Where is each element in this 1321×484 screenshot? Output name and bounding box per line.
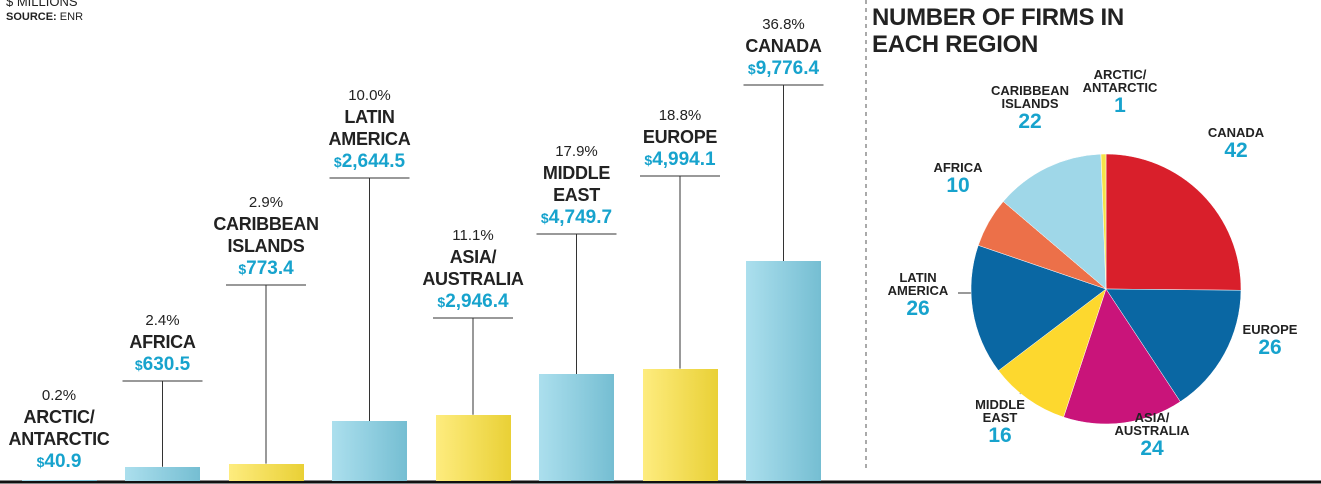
category-label: ARCTIC/ ANTARCTIC [8, 407, 110, 449]
value-label: 16 [988, 424, 1012, 447]
pie-label: CARIBBEAN ISLANDS 22 [970, 84, 1090, 134]
pie-label: EUROPE 26 [1210, 323, 1321, 360]
category-label: LATIN AMERICA [887, 270, 949, 298]
bar [539, 374, 614, 481]
bar-label: 2.9% CARIBBEAN ISLANDS $773.4 [191, 193, 341, 281]
pie-label: ARCTIC/ ANTARCTIC 1 [1060, 68, 1180, 118]
category-label: EUROPE [1242, 322, 1298, 337]
value-label: 26 [906, 297, 930, 320]
bar-label: 36.8% CANADA $9,776.4 [709, 15, 859, 81]
bar [228, 463, 304, 481]
bar-label: 11.1% ASIA/ AUSTRALIA $2,946.4 [398, 226, 548, 314]
bar [435, 414, 511, 481]
value-label: 42 [1224, 139, 1248, 162]
share-label: 17.9% [555, 143, 598, 160]
category-label: CARIBBEAN ISLANDS [213, 214, 319, 256]
category-label: MIDDLE EAST [542, 163, 611, 205]
category-label: LATIN AMERICA [328, 107, 411, 149]
category-label: CANADA [745, 36, 822, 56]
share-label: 0.2% [41, 387, 77, 404]
share-label: 10.0% [348, 87, 391, 104]
pie-label: AFRICA 10 [898, 161, 1018, 198]
bar-label: 18.8% EUROPE $4,994.1 [605, 106, 755, 172]
value-label: 26 [1258, 336, 1282, 359]
pie-title: NUMBER OF FIRMS IN EACH REGION [872, 4, 1124, 58]
pie-slice [1105, 153, 1242, 291]
bar-label: 10.0% LATIN AMERICA $2,644.5 [295, 86, 445, 174]
pie-slice [998, 288, 1107, 418]
share-label: 36.8% [762, 16, 805, 33]
value-label: $2,946.4 [437, 291, 509, 312]
pie-label: ASIA/ AUSTRALIA 24 [1092, 411, 1212, 461]
share-label: 2.4% [145, 312, 180, 329]
value-label: $40.9 [36, 451, 82, 472]
share-label: 11.1% [452, 227, 494, 244]
category-label: ASIA/ AUSTRALIA [1114, 410, 1190, 438]
value-label: $630.5 [134, 354, 191, 375]
share-label: 2.9% [248, 194, 284, 211]
value-label: $9,776.4 [747, 58, 820, 79]
unit-label: $ MILLIONS [6, 0, 78, 9]
pie-slice [1063, 288, 1181, 425]
category-label: ARCTIC/ ANTARCTIC [1082, 67, 1158, 95]
category-label: CARIBBEAN ISLANDS [991, 83, 1069, 111]
value-label: $2,644.5 [333, 151, 406, 172]
category-label: MIDDLE EAST [975, 397, 1025, 425]
value-label: 24 [1140, 437, 1164, 460]
value-label: 22 [1018, 110, 1042, 133]
pie-slice [970, 245, 1107, 371]
bar-label: 17.9% MIDDLE EAST $4,749.7 [502, 142, 652, 230]
source-label: SOURCE: [6, 11, 57, 23]
share-label: 18.8% [658, 107, 702, 124]
source-value: ENR [59, 11, 84, 23]
value-label: $4,749.7 [540, 207, 613, 228]
category-label: EUROPE [642, 127, 718, 147]
category-label: AFRICA [933, 160, 983, 175]
source: SOURCE: ENR [6, 11, 83, 23]
pie-slice [1100, 153, 1107, 290]
bar [642, 368, 718, 481]
category-label: AFRICA [129, 332, 196, 352]
value-label: $773.4 [238, 258, 294, 279]
pie-slice [1105, 288, 1242, 403]
bar [746, 261, 821, 481]
category-label: CANADA [1207, 125, 1265, 140]
value-label: 10 [946, 174, 970, 197]
value-label: $4,994.1 [644, 149, 716, 170]
bar-label: 2.4% AFRICA $630.5 [88, 311, 238, 377]
bar [332, 421, 407, 481]
category-label: ASIA/ AUSTRALIA [422, 247, 524, 289]
bar [21, 480, 97, 481]
pie-label: CANADA 42 [1176, 126, 1296, 163]
bar [125, 466, 200, 481]
pie-label: MIDDLE EAST 16 [940, 398, 1060, 448]
pie-label: LATIN AMERICA 26 [858, 271, 978, 321]
pie-slice [1002, 153, 1107, 290]
bar-label: 0.2% ARCTIC/ ANTARCTIC $40.9 [0, 386, 134, 474]
value-label: 1 [1114, 94, 1126, 117]
